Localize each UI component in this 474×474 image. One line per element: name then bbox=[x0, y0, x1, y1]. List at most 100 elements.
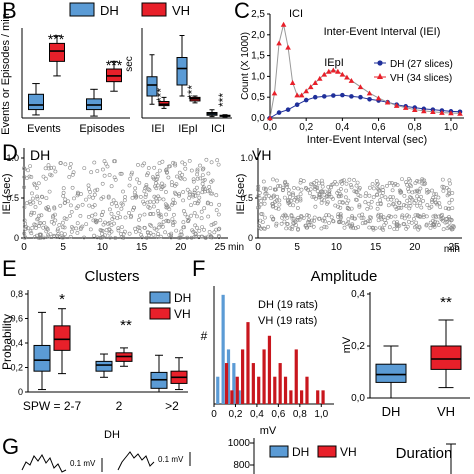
panel-d-vh-point-142 bbox=[262, 201, 267, 206]
panel-d-dh-point-464 bbox=[203, 235, 208, 240]
panel-d-dh-point-366 bbox=[68, 161, 73, 166]
panel-d-dh-point-304 bbox=[106, 195, 111, 200]
panel-d-dh-point-70 bbox=[47, 189, 52, 194]
panel-d-vh-point-366 bbox=[285, 182, 290, 187]
panel-d-vh-point-370 bbox=[390, 188, 395, 193]
panel-h-legend-vh-swatch bbox=[317, 445, 337, 458]
panel-c-vh-point-3 bbox=[280, 21, 287, 27]
panel-d-vh-point-469 bbox=[274, 187, 278, 192]
panel-e-legend-vh-swatch bbox=[149, 307, 171, 320]
panel-b-y-label: Events or Episodes / min bbox=[0, 13, 12, 135]
panel-d-vh-point-419 bbox=[375, 201, 380, 206]
panel-d-dh-point-328 bbox=[145, 230, 150, 235]
panel-d-vh-point-350 bbox=[336, 194, 341, 199]
panel-d-vh-point-383 bbox=[354, 190, 359, 195]
panel-d-vh-point-339 bbox=[320, 181, 325, 186]
panel-d-vh-point-157 bbox=[363, 221, 368, 225]
panel-d-dh-point-424 bbox=[100, 181, 105, 186]
panel-d-dh-point-241 bbox=[62, 201, 67, 205]
panel-e-legend-vh-label: VH bbox=[174, 307, 191, 321]
panel-d-dh-point-501 bbox=[194, 185, 199, 190]
panel-d-dh-point-112 bbox=[216, 212, 221, 217]
panel-d-vh-point-490 bbox=[269, 196, 274, 201]
panel-d-dh-point-342 bbox=[128, 176, 133, 181]
panel-d-dh-point-254 bbox=[87, 194, 92, 199]
panel-g-scale-2: 0.1 mV bbox=[158, 455, 184, 464]
panel-d-dh-point-60 bbox=[146, 166, 151, 170]
panel-d-dh-point-287 bbox=[133, 226, 138, 231]
panel-d-vh-point-348 bbox=[370, 182, 375, 186]
panel-e-box-0-box bbox=[33, 344, 51, 372]
panel-d-dh-point-345 bbox=[107, 231, 112, 236]
panel-d-dh-point-155 bbox=[88, 190, 93, 194]
panel-d-vh-point-337 bbox=[295, 217, 300, 222]
panel-d-dh-point-182 bbox=[183, 212, 188, 217]
panel-d-vh-point-283 bbox=[261, 179, 266, 184]
panel-d-dh-point-433 bbox=[180, 172, 185, 177]
panel-d-dh-xtick-1: 5 bbox=[60, 242, 66, 253]
panel-d-vh-point-442 bbox=[379, 194, 384, 198]
panel-d-dh-point-348 bbox=[196, 191, 201, 196]
panel-c-ytick-label-0: 0,0 bbox=[251, 113, 265, 124]
panel-f-bar-vh-12 bbox=[289, 390, 293, 404]
panel-g-trace-1 bbox=[21, 454, 67, 473]
panel-d-dh-point-191 bbox=[209, 223, 214, 227]
panel-f-bar-vh-7 bbox=[262, 349, 266, 404]
panel-c-vh-point-26 bbox=[421, 108, 427, 114]
panel-letter-g: G bbox=[2, 434, 19, 459]
panel-d-vh-point-484 bbox=[406, 187, 411, 191]
panel-d-dh-point-375 bbox=[28, 201, 33, 206]
panel-d-dh-point-32 bbox=[199, 209, 204, 214]
panel-d-vh-point-239 bbox=[380, 185, 385, 189]
panel-d-dh-point-408 bbox=[61, 235, 66, 240]
panel-d-dh-point-169 bbox=[137, 180, 142, 185]
panel-d-dh-point-100 bbox=[183, 166, 188, 171]
panel-c-annot-ici: ICI bbox=[289, 8, 303, 20]
panel-d-dh-point-456 bbox=[154, 196, 158, 201]
panel-d-vh-point-146 bbox=[389, 214, 394, 219]
panel-d-dh-point-299 bbox=[142, 212, 147, 217]
panel-d-dh-point-88 bbox=[173, 163, 178, 168]
panel-d-vh-point-393 bbox=[443, 220, 448, 225]
panel-c-vh-point-19 bbox=[357, 84, 364, 90]
panel-b-cat-episodes: Episodes bbox=[79, 123, 125, 135]
panel-e-ytick-label-1: 0,2 bbox=[10, 363, 23, 373]
panel-f2-box-dh-box bbox=[375, 363, 407, 383]
panel-d-dh-point-360 bbox=[129, 213, 134, 218]
panel-d-dh-point-387 bbox=[179, 176, 184, 181]
panel-d-vh-point-59 bbox=[386, 203, 391, 208]
panel-d-vh-point-470 bbox=[256, 193, 261, 198]
panel-d-dh-point-476 bbox=[99, 196, 104, 201]
panel-d-dh-point-33 bbox=[191, 194, 196, 199]
panel-d-dh-ytick-label-1: 0.5 bbox=[6, 193, 19, 203]
panel-d-vh-point-403 bbox=[327, 188, 332, 193]
panel-d-vh-point-81 bbox=[324, 213, 329, 218]
panel-d-vh-point-137 bbox=[419, 194, 423, 199]
panel-d-vh-point-231 bbox=[409, 220, 414, 225]
panel-d-vh-point-355 bbox=[329, 185, 333, 190]
panel-d-vh-point-85 bbox=[339, 193, 344, 198]
panel-d-dh-point-252 bbox=[133, 229, 138, 234]
panel-d-vh-point-223 bbox=[361, 215, 366, 220]
panel-d-dh-point-92 bbox=[132, 205, 137, 210]
panel-d-dh-point-281 bbox=[82, 235, 87, 240]
panel-d-dh-point-297 bbox=[175, 174, 179, 179]
panel-d-dh-point-29 bbox=[93, 212, 98, 217]
panel-d-vh-point-482 bbox=[257, 190, 262, 195]
panel-d-dh-point-132 bbox=[90, 213, 95, 218]
panel-d-vh-point-426 bbox=[289, 213, 294, 218]
panel-d-dh-point-306 bbox=[112, 175, 117, 180]
panel-d-dh-point-446 bbox=[35, 217, 40, 222]
panel-d-dh-point-81 bbox=[164, 212, 169, 217]
panel-f-xtick-label-3: 0,6 bbox=[271, 409, 285, 420]
panel-d-dh-point-149 bbox=[192, 200, 197, 205]
panel-d-vh-point-496 bbox=[367, 225, 372, 230]
panel-d-dh-point-247 bbox=[80, 224, 85, 229]
panel-d-dh-point-61 bbox=[26, 168, 31, 173]
panel-d-dh-point-168 bbox=[209, 202, 214, 207]
panel-d-vh-point-72 bbox=[411, 216, 416, 221]
panel-c-xtick-label-0: 0,0 bbox=[263, 122, 277, 133]
panel-d-dh-point-195 bbox=[116, 226, 121, 231]
panel-d-vh-point-221 bbox=[378, 225, 382, 230]
panel-d-dh-point-197 bbox=[40, 195, 45, 199]
